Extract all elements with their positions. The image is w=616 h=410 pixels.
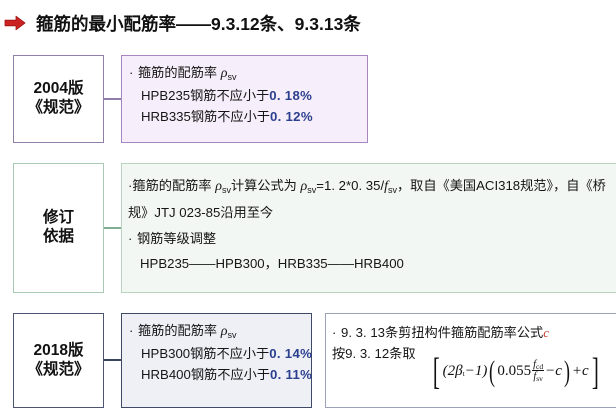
- label-box-revision: 修订 依据: [13, 163, 104, 293]
- revision-heading-2: · 钢筋等级调整: [128, 228, 616, 249]
- bullet-dot: ·: [332, 325, 337, 340]
- revision-mapping: HPB235——HPB300，HRB335——HRB400: [140, 256, 404, 271]
- rho-symbol-2: ρ: [300, 179, 308, 194]
- formula-minus-c: −c: [545, 363, 562, 380]
- formula-plus-c: +c: [571, 363, 589, 380]
- label-line2: 依据: [42, 228, 74, 245]
- content-heading-2018: · 箍筋的配筋率 ρsv: [129, 320, 311, 343]
- rho-sub-1: sv: [221, 185, 231, 195]
- rho-subscript: sv: [227, 72, 237, 82]
- item-value: 0. 18%: [269, 88, 313, 103]
- bullet-dot: ·: [128, 231, 133, 246]
- content-item-1-2018: HRB400钢筋不应小于0. 11%: [129, 364, 313, 385]
- label-line2: 《规范》: [27, 360, 90, 378]
- rho-subscript: sv: [227, 330, 237, 340]
- content-box-2018: · 箍筋的配筋率 ρsv HPB300钢筋不应小于0. 14% HRB400钢筋…: [121, 313, 312, 408]
- content-box-2004: · 箍筋的配筋率 ρsv HPB235钢筋不应小于0. 18% HRB335钢筋…: [121, 55, 368, 143]
- formula-term1-b: −1): [464, 363, 488, 380]
- connector-2018: [104, 359, 121, 361]
- row-2018: 2018版 《规范》 · 箍筋的配筋率 ρsv HPB300钢筋不应小于0. 1…: [0, 313, 616, 408]
- connector-2004: [104, 98, 121, 100]
- heading-text: 箍筋的配筋率 ρsv: [138, 62, 237, 85]
- f-sub: sv: [388, 185, 397, 195]
- formula-beta: β: [455, 363, 463, 380]
- label-line1: 2018版: [33, 341, 84, 359]
- label-box-2004: 2004版 《规范》: [13, 55, 104, 143]
- content-item-0-2018: HPB300钢筋不应小于0. 14%: [129, 343, 313, 364]
- label-line1: 修订: [42, 209, 74, 227]
- content-box-revision: ·箍筋的配筋率 ρsv计算公式为 ρsv=1. 2*0. 35/fsv，取自《美…: [121, 163, 616, 293]
- page-title: 箍筋的最小配筋率——9.3.12条、9.3.13条: [36, 13, 361, 34]
- den-subscript: sv: [536, 374, 543, 384]
- formula-beta-sub: t: [462, 369, 465, 379]
- content-item-0-2004: HPB235钢筋不应小于0. 18%: [129, 85, 367, 106]
- num-symbol: f: [533, 359, 537, 370]
- item-text: HRB400钢筋不应小于: [141, 367, 270, 382]
- bullet-dot: ·: [129, 323, 134, 338]
- right-arrow-icon: [4, 15, 26, 31]
- fraction-denominator: fsv: [532, 371, 544, 384]
- row-revision-basis: 修订 依据 ·箍筋的配筋率 ρsv计算公式为 ρsv=1. 2*0. 35/fs…: [0, 163, 616, 293]
- slide-title: 箍筋的最小配筋率——9.3.12条、9.3.13条: [0, 6, 616, 40]
- content-box-formula-note: · 9. 3. 13条剪扭构件箍筋配筋率公式 c 按9. 3. 12条取 [ (2…: [325, 313, 616, 408]
- rho-sub-2: sv: [307, 185, 317, 195]
- para-part-a: 箍筋的配筋率: [132, 178, 216, 193]
- heading2-text: 钢筋等级调整: [137, 231, 217, 246]
- content-item-1-2004: HRB335钢筋不应小于0. 12%: [129, 106, 367, 127]
- formula-coefficient: 0.055: [497, 363, 532, 380]
- para-part-c: =1. 2*0. 35/: [316, 178, 385, 193]
- rho-symbol-1: ρ: [215, 179, 222, 194]
- note-line-1: · 9. 3. 13条剪扭构件箍筋配筋率公式 c: [332, 322, 616, 343]
- fraction-numerator: fcd: [532, 359, 545, 372]
- f-symbol: f: [384, 179, 388, 194]
- item-text: HRB335钢筋不应小于: [141, 109, 270, 124]
- item-value: 0. 11%: [269, 367, 313, 382]
- heading-text: 箍筋的配筋率 ρsv: [138, 320, 237, 343]
- label-box-2018: 2018版 《规范》: [13, 313, 104, 408]
- note-trailing-c: c: [543, 325, 550, 340]
- heading-prefix: 箍筋的配筋率: [138, 323, 221, 338]
- formula-term1-a: (2: [442, 363, 456, 380]
- item-value: 0. 12%: [269, 109, 313, 124]
- item-text: HPB300钢筋不应小于: [141, 346, 270, 361]
- formula-fraction: fcd fsv: [532, 359, 545, 384]
- note-line-2: 按9. 3. 12条取: [332, 346, 416, 361]
- bullet-dot: ·: [128, 178, 133, 193]
- row-2004: 2004版 《规范》 · 箍筋的配筋率 ρsv HPB235钢筋不应小于0. 1…: [0, 55, 616, 143]
- note-text-1: 9. 3. 13条剪扭构件箍筋配筋率公式: [341, 325, 544, 340]
- revision-paragraph: ·箍筋的配筋率 ρsv计算公式为 ρsv=1. 2*0. 35/fsv，取自《美…: [128, 173, 612, 225]
- item-text: HPB235钢筋不应小于: [141, 88, 270, 103]
- content-heading-2004: · 箍筋的配筋率 ρsv: [129, 62, 367, 85]
- item-value: 0. 14%: [269, 346, 313, 361]
- label-line1: 2004版: [33, 80, 84, 98]
- num-subscript: cd: [536, 362, 544, 371]
- heading-prefix: 箍筋的配筋率: [138, 65, 221, 80]
- bullet-dot: ·: [129, 65, 134, 80]
- para-part-b: 计算公式为: [230, 178, 301, 193]
- rho-symbol: ρ: [220, 66, 228, 81]
- label-line2: 《规范》: [27, 99, 90, 116]
- para-part-d: ，取自《美国ACI318规范》，自《桥规》JTJ 023-85沿用至今: [128, 178, 606, 220]
- den-symbol: f: [533, 371, 537, 383]
- rho-symbol: ρ: [220, 324, 228, 339]
- connector-revision: [104, 227, 121, 229]
- formula-expression: [ (2 β t −1) ( 0.055 fcd fsv −c ) +c ]: [432, 350, 599, 393]
